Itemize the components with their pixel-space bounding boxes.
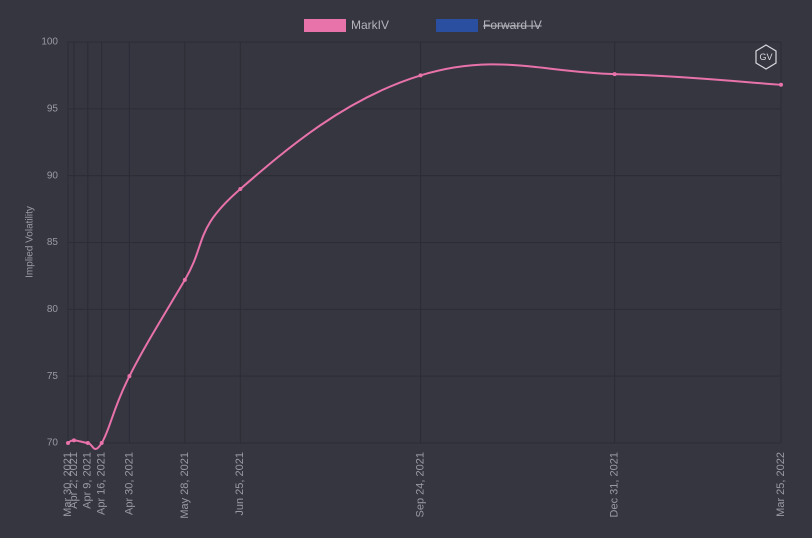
point <box>99 441 104 445</box>
point <box>418 73 423 78</box>
y-tick-label: 100 <box>41 37 58 48</box>
legend-swatch <box>436 19 479 32</box>
y-tick-label: 75 <box>47 371 59 382</box>
point <box>66 441 70 445</box>
point <box>182 277 187 282</box>
x-tick-label: Apr 30, 2021 <box>123 452 135 515</box>
legend-item[interactable]: MarkIV <box>304 18 389 32</box>
y-tick-label: 85 <box>47 237 59 248</box>
x-tick-label: Mar 25, 2022 <box>775 452 787 517</box>
point <box>127 374 132 379</box>
point <box>85 441 90 445</box>
x-tick-label: Apr 9, 2021 <box>82 452 94 509</box>
point <box>612 72 617 77</box>
point <box>779 82 783 87</box>
x-tick-label: Mar 30, 2021 <box>62 452 74 517</box>
point <box>71 438 76 443</box>
x-tick-label: Jun 25, 2021 <box>234 452 246 516</box>
legend-swatch <box>304 19 346 32</box>
watermark-text: GV <box>759 52 772 62</box>
point <box>238 187 243 192</box>
legend: MarkIV Forward IV <box>304 18 542 32</box>
y-tick-label: 70 <box>47 438 59 449</box>
watermark-hexagon <box>755 44 777 70</box>
x-tick-label: Apr 16, 2021 <box>96 452 108 515</box>
watermark: GV <box>755 44 777 70</box>
y-tick-label: 80 <box>47 304 59 315</box>
y-axis-label: Implied Volatility <box>25 206 36 278</box>
y-tick-label: 90 <box>47 170 59 181</box>
x-tick-label: Sep 24, 2021 <box>414 452 426 517</box>
x-tick-label: May 28, 2021 <box>179 452 191 519</box>
x-tick-label: Apr 2, 2021 <box>68 452 80 509</box>
legend-label: Forward IV <box>483 18 542 32</box>
x-tick-label: Dec 31, 2021 <box>609 452 621 517</box>
legend-item[interactable]: Forward IV <box>436 18 542 32</box>
y-tick-label: 95 <box>47 103 59 114</box>
legend-label: MarkIV <box>351 18 389 32</box>
